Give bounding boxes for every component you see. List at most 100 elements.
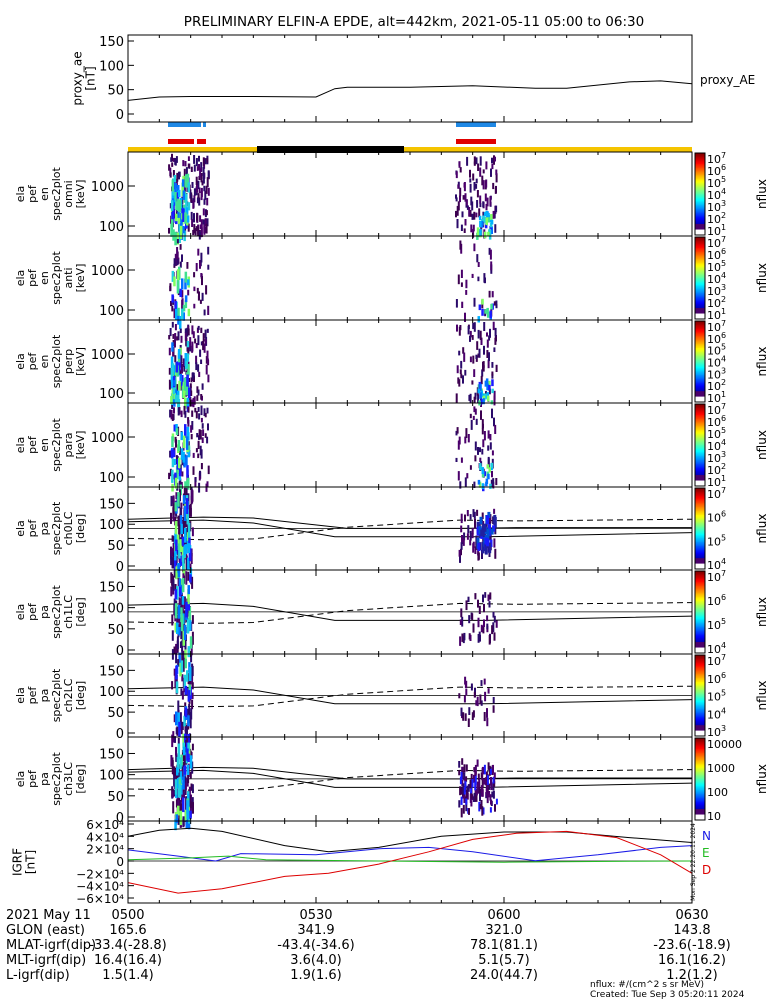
colorbar-7-cell [695, 656, 705, 659]
colorbar-4-cell [695, 434, 705, 437]
colorbar-7-frame [694, 654, 706, 737]
spectrogram-pixel [195, 176, 198, 185]
colorbar-1-cell [695, 200, 705, 203]
colorbar-7-cell [695, 687, 705, 690]
colorbar-8-cell [695, 810, 705, 813]
colorbar-5-cell [695, 515, 705, 517]
colorbar-tick-exp: 6 [721, 593, 726, 602]
igrf-ytick-label: 2×10⁴ [86, 843, 124, 857]
spectrogram-pixel [171, 270, 175, 282]
colorbar-1-tick-label: 104 [707, 187, 726, 202]
xaxis-row-value: 5.1(5.7) [478, 953, 530, 968]
spectrogram-pixel [193, 213, 195, 223]
colorbar-tick-base: 10 [707, 428, 721, 441]
science-zone-bar [168, 122, 201, 127]
colorbar-7-cell [695, 698, 705, 701]
spectrogram-pixel [171, 342, 174, 352]
spectrogram-pixel [181, 674, 184, 682]
spectrogram-pixel [483, 712, 486, 722]
spectrogram-pixel [491, 379, 494, 387]
colorbar-8-cell [695, 789, 705, 792]
xaxis-row-value: -43.4(-34.6) [277, 938, 354, 953]
colorbar-5-cell [695, 544, 705, 547]
spectrogram-pixel [483, 678, 486, 685]
spectrogram-pixel [486, 528, 490, 541]
spectrogram-pixel [458, 770, 461, 776]
spectrogram-pixel [187, 602, 190, 611]
panel-8-ylabel: elapefpaspec2plotch3LC[deg] [14, 752, 87, 806]
panel-5-ytick-label: 0 [116, 560, 124, 575]
colorbar-5-cell [695, 502, 705, 505]
spectrogram-pixel [488, 352, 490, 362]
colorbar-8-cell [695, 740, 705, 743]
spectrogram-pixel [174, 674, 177, 688]
colorbar-2-cell [695, 286, 705, 289]
spectrogram-pixel [183, 715, 186, 727]
colorbar-7-cell [695, 684, 705, 687]
spectrogram-pixel [471, 380, 474, 385]
spectrogram-pixel [171, 219, 174, 229]
colorbar-tick-exp: 2 [721, 462, 726, 471]
spectrogram-pixel [481, 448, 484, 455]
spectrogram-pixel [175, 675, 178, 688]
colorbar-tick-exp: 3 [721, 724, 726, 733]
colorbar-7-cell [695, 669, 705, 672]
colorbar-7-cell [695, 704, 705, 707]
spectrogram-pixel [176, 251, 179, 262]
colorbar-6-frame [694, 570, 706, 654]
spectrogram-pixel [177, 492, 180, 507]
spectrogram-pixel [463, 764, 466, 773]
spectrogram-pixel [460, 787, 463, 795]
spectrogram-pixel [177, 198, 180, 211]
spectrogram-pixel [492, 764, 494, 774]
panel-6-ylabel-line: pef [26, 602, 39, 621]
spectrogram-pixel [473, 691, 476, 698]
colorbar-7-cell [695, 718, 705, 721]
spectrogram-pixel [480, 680, 483, 686]
spectrogram-pixel [171, 414, 174, 421]
spectrogram-pixel [456, 219, 459, 229]
spectrogram-pixel [182, 520, 185, 533]
spectrogram-pixel [189, 189, 192, 199]
spectrogram-pixel [188, 505, 191, 518]
spectrogram-pixel [185, 193, 188, 208]
spectrogram-pixel [205, 285, 208, 295]
spectrogram-pixel [465, 798, 468, 805]
spectrogram-pixel [479, 694, 482, 705]
colorbar-7-cell [695, 729, 705, 732]
spectrogram-pixel [177, 743, 181, 760]
spectrogram-pixel [189, 503, 192, 517]
colorbar-5-tick-label: 107 [707, 486, 726, 501]
spectrogram-pixel [192, 802, 194, 814]
colorbar-tick-exp: 1 [721, 307, 726, 316]
colorbar-8-cell [695, 762, 705, 765]
colorbar-8-cell [695, 802, 705, 805]
spectrogram-pixel [470, 224, 473, 233]
colorbar-4-cell [695, 480, 705, 483]
spectrogram-pixel [182, 816, 185, 828]
colorbar-6-cell [695, 616, 705, 619]
spectrogram-pixel [487, 511, 491, 518]
spectrogram-pixel [181, 690, 184, 700]
spectrogram-pixel [170, 157, 173, 162]
colorbar-6-cell [695, 646, 705, 649]
spectrogram-pixel [473, 767, 476, 773]
colorbar-6-cell [695, 631, 705, 634]
spectrogram-pixel [175, 424, 178, 433]
spectrogram-pixel [462, 375, 464, 384]
colorbar-2-cell [695, 271, 705, 274]
spectrogram-pixel [488, 228, 492, 236]
colorbar-1-cell [695, 221, 705, 224]
colorbar-6-cell [695, 648, 705, 651]
colorbar-7-cell [695, 706, 705, 709]
colorbar-2-cell [695, 269, 705, 272]
colorbar-6-cell [695, 644, 705, 647]
spectrogram-pixel [178, 811, 181, 820]
colorbar-6-cell [695, 590, 705, 593]
spectrogram-pixel [494, 156, 496, 162]
spectrogram-pixel [189, 810, 192, 819]
spectrogram-pixel [191, 797, 194, 804]
spectrogram-pixel [482, 180, 485, 190]
spectrogram-pixel [174, 736, 176, 743]
spectrogram-pixel [185, 337, 188, 347]
